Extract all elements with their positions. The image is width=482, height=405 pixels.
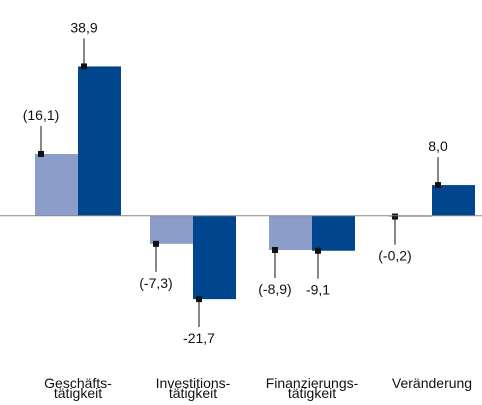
bar xyxy=(78,66,121,216)
data-label: (-7,3) xyxy=(139,275,172,291)
bar xyxy=(193,215,236,300)
data-label: -9,1 xyxy=(306,282,330,298)
label-marker xyxy=(153,240,159,247)
data-label: (16,1) xyxy=(23,107,60,123)
data-label: 38,9 xyxy=(70,19,97,35)
label-marker xyxy=(315,247,321,254)
data-label: (-8,9) xyxy=(258,281,291,297)
label-marker xyxy=(392,213,398,220)
bar xyxy=(269,215,312,250)
bar xyxy=(432,185,475,216)
x-tick-label: Investitions- tätigkeit xyxy=(155,375,231,401)
data-label: (-0,2) xyxy=(378,248,411,264)
x-tick-label: Geschäfts- tätigkeit xyxy=(44,375,112,401)
bar xyxy=(312,215,355,251)
data-label: -21,7 xyxy=(183,330,215,346)
x-tick-label: Finanzierungs- tätigkeit xyxy=(265,375,359,401)
bar xyxy=(35,153,78,216)
bar xyxy=(150,215,193,244)
label-marker xyxy=(81,63,87,70)
label-marker xyxy=(38,150,44,157)
data-label: 8,0 xyxy=(428,138,448,154)
x-tick-label: Veränderung xyxy=(391,375,473,391)
label-marker xyxy=(272,246,278,253)
label-marker xyxy=(435,182,441,189)
label-marker xyxy=(196,296,202,303)
